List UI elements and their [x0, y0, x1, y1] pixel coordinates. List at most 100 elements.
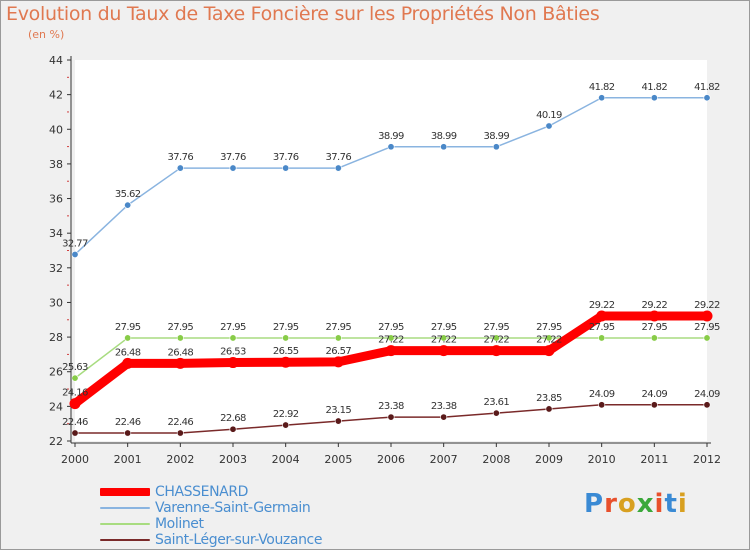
logo-letter: x [636, 489, 655, 519]
data-label-chassenard: 26.57 [326, 346, 352, 357]
y-tick-label: 38 [49, 158, 63, 171]
y-tick-label: 34 [49, 227, 63, 240]
data-label-varenne-saint-germain: 41.82 [642, 82, 668, 93]
data-point-varenne-saint-germain [598, 94, 606, 102]
data-point-saint-leger-sur-vouzance [440, 413, 448, 421]
data-label-saint-leger-sur-vouzance: 24.09 [589, 389, 615, 400]
data-label-molinet: 25.63 [62, 362, 88, 373]
data-label-chassenard: 27.22 [484, 335, 510, 346]
data-label-varenne-saint-germain: 41.82 [589, 82, 615, 93]
y-tick-label: 32 [49, 262, 63, 275]
data-point-saint-leger-sur-vouzance [71, 429, 79, 437]
data-point-molinet [545, 334, 553, 342]
data-point-varenne-saint-germain [71, 250, 79, 258]
data-point-chassenard [701, 310, 713, 322]
legend-swatch-varenne [100, 507, 150, 509]
data-point-chassenard [385, 345, 397, 357]
x-tick-label: 2012 [693, 453, 721, 466]
data-point-molinet [440, 334, 448, 342]
x-tick-label: 2008 [482, 453, 510, 466]
x-tick-label: 2000 [61, 453, 89, 466]
data-point-saint-leger-sur-vouzance [650, 401, 658, 409]
data-point-molinet [334, 334, 342, 342]
data-label-chassenard: 26.53 [220, 347, 246, 358]
y-tick-label: 30 [49, 296, 63, 309]
data-point-chassenard [69, 398, 81, 410]
data-label-varenne-saint-germain: 35.62 [115, 189, 141, 200]
data-label-varenne-saint-germain: 38.99 [484, 131, 510, 142]
data-point-molinet [598, 334, 606, 342]
legend-swatch-saint-leger [100, 539, 150, 541]
data-point-saint-leger-sur-vouzance [229, 425, 237, 433]
data-point-molinet [492, 334, 500, 342]
data-point-varenne-saint-germain [176, 164, 184, 172]
data-label-saint-leger-sur-vouzance: 24.09 [642, 389, 668, 400]
x-tick-label: 2006 [377, 453, 405, 466]
x-tick-label: 2003 [219, 453, 247, 466]
x-tick-label: 2007 [430, 453, 458, 466]
data-label-molinet: 27.95 [694, 322, 720, 333]
logo-letter: r [604, 489, 618, 519]
data-label-molinet: 27.95 [642, 322, 668, 333]
data-label-varenne-saint-germain: 37.76 [220, 152, 246, 163]
data-label-varenne-saint-germain: 37.76 [168, 152, 194, 163]
data-label-molinet: 27.95 [220, 322, 246, 333]
data-point-varenne-saint-germain [387, 143, 395, 151]
data-point-varenne-saint-germain [282, 164, 290, 172]
logo-letter: o [617, 489, 637, 519]
y-tick-label: 28 [49, 331, 63, 344]
data-point-chassenard [174, 357, 186, 369]
data-point-saint-leger-sur-vouzance [492, 409, 500, 417]
chart-title: Evolution du Taux de Taxe Foncière sur l… [6, 3, 600, 25]
data-label-chassenard: 26.48 [115, 347, 141, 358]
data-point-varenne-saint-germain [334, 164, 342, 172]
y-tick-label: 26 [49, 366, 63, 379]
data-label-saint-leger-sur-vouzance: 23.38 [378, 401, 404, 412]
data-label-saint-leger-sur-vouzance: 22.46 [168, 417, 194, 428]
x-tick-label: 2002 [166, 453, 194, 466]
data-label-molinet: 27.95 [378, 322, 404, 333]
data-point-saint-leger-sur-vouzance [176, 429, 184, 437]
logo-letter: P [584, 489, 605, 519]
data-label-varenne-saint-germain: 38.99 [431, 131, 457, 142]
data-point-chassenard [122, 357, 134, 369]
data-label-chassenard: 27.22 [378, 335, 404, 346]
data-point-varenne-saint-germain [703, 94, 711, 102]
data-point-saint-leger-sur-vouzance [598, 401, 606, 409]
proxiti-logo: Proxiti [584, 489, 688, 519]
data-point-molinet [71, 374, 79, 382]
data-label-varenne-saint-germain: 37.76 [273, 152, 299, 163]
legend-swatch-molinet [100, 523, 150, 525]
y-tick-label: 40 [49, 123, 63, 136]
data-point-varenne-saint-germain [124, 201, 132, 209]
legend-label: Molinet [155, 516, 204, 532]
data-label-molinet: 27.95 [168, 322, 194, 333]
data-label-chassenard: 24.16 [62, 388, 88, 399]
data-point-saint-leger-sur-vouzance [387, 413, 395, 421]
data-label-molinet: 27.95 [273, 322, 299, 333]
data-point-molinet [229, 334, 237, 342]
data-point-molinet [387, 334, 395, 342]
data-point-molinet [124, 334, 132, 342]
data-label-saint-leger-sur-vouzance: 23.61 [484, 397, 510, 408]
logo-letter: i [654, 489, 665, 519]
data-point-saint-leger-sur-vouzance [124, 429, 132, 437]
y-tick-label: 42 [49, 89, 63, 102]
x-tick-label: 2009 [535, 453, 563, 466]
data-label-molinet: 27.95 [536, 322, 562, 333]
data-label-molinet: 27.95 [589, 322, 615, 333]
y-tick-label: 44 [49, 54, 63, 67]
data-point-chassenard [332, 356, 344, 368]
data-label-varenne-saint-germain: 32.77 [62, 238, 88, 249]
data-label-chassenard: 26.55 [273, 346, 299, 357]
x-tick-label: 2005 [324, 453, 352, 466]
legend-label: Varenne-Saint-Germain [155, 500, 311, 516]
data-label-saint-leger-sur-vouzance: 24.09 [694, 389, 720, 400]
data-label-chassenard: 27.22 [431, 335, 457, 346]
x-tick-label: 2004 [272, 453, 300, 466]
data-point-molinet [703, 334, 711, 342]
legend-label: CHASSENARD [155, 484, 249, 500]
data-point-saint-leger-sur-vouzance [545, 405, 553, 413]
data-label-molinet: 27.95 [484, 322, 510, 333]
